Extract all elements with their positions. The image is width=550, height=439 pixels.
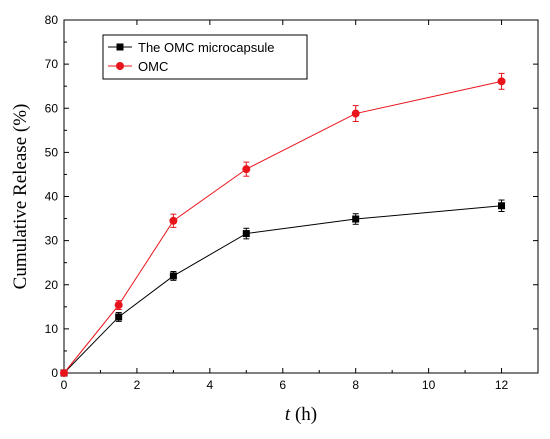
- legend-label: The OMC microcapsule: [138, 40, 275, 55]
- legend-entry: OMC: [108, 59, 168, 74]
- series-line: [63, 80, 502, 374]
- x-axis-title-variable: t: [285, 404, 291, 425]
- data-point: [115, 313, 123, 321]
- data-point: [60, 369, 68, 377]
- legend-label: OMC: [138, 59, 168, 74]
- y-tick-label: 10: [45, 322, 59, 336]
- y-axis-title: Cumulative Release (%): [10, 104, 31, 290]
- y-tick-label: 40: [45, 190, 59, 204]
- x-tick-label: 10: [422, 378, 436, 392]
- y-tick-label: 50: [45, 145, 59, 159]
- x-tick-label: 12: [495, 378, 509, 392]
- series-line: [63, 205, 502, 374]
- legend-entry: The OMC microcapsule: [108, 40, 275, 55]
- series-2: [60, 72, 506, 377]
- x-axis: 0 2 4 6 8 10 12: [61, 20, 509, 392]
- x-axis-title-unit: (h): [290, 404, 317, 425]
- series-1: [60, 199, 506, 377]
- series-layer: [60, 72, 506, 377]
- data-point: [351, 109, 360, 118]
- x-tick-label: 2: [134, 378, 141, 392]
- y-tick-label: 20: [45, 278, 59, 292]
- y-tick-label: 80: [45, 13, 59, 27]
- x-axis-title: t (h): [285, 404, 317, 425]
- data-point: [352, 215, 360, 223]
- x-tick-label: 0: [61, 378, 68, 392]
- y-axis: 0 10 20 30 40 50 60 70 80: [45, 13, 538, 380]
- data-point: [242, 165, 251, 174]
- legend: The OMC microcapsule OMC: [102, 34, 308, 80]
- data-point: [497, 77, 506, 86]
- legend-marker: [116, 43, 124, 51]
- y-tick-label: 70: [45, 57, 59, 71]
- data-point: [242, 230, 250, 238]
- x-tick-label: 8: [352, 378, 359, 392]
- data-point: [498, 202, 506, 210]
- legend-marker: [116, 62, 124, 70]
- x-tick-label: 4: [207, 378, 214, 392]
- legend-box: [102, 34, 308, 80]
- x-tick-label: 6: [279, 378, 286, 392]
- y-tick-label: 60: [45, 101, 59, 115]
- data-point: [114, 301, 123, 310]
- data-point: [169, 216, 178, 225]
- y-tick-label: 0: [51, 366, 58, 380]
- y-tick-label: 30: [45, 234, 59, 248]
- data-point: [169, 272, 177, 280]
